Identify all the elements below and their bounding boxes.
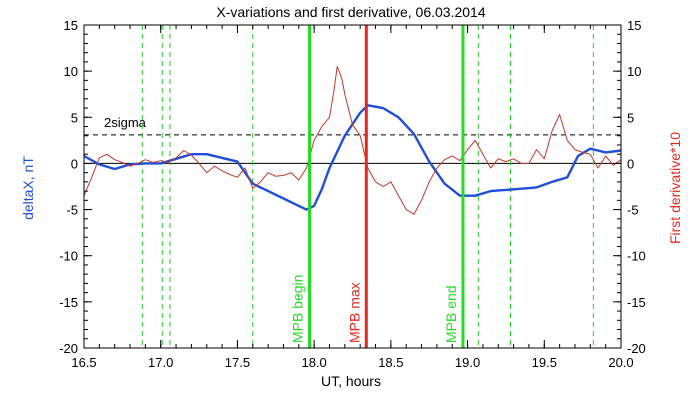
y-tick-label-right: -15 — [627, 295, 646, 310]
x-tick-label: 16.5 — [71, 355, 96, 370]
event-label-mpb-max: MPB max — [346, 282, 362, 343]
x-tick-label: 20.0 — [608, 355, 633, 370]
y-tick-label-left: -15 — [59, 295, 78, 310]
y-axis-label-right: First derivative*10 — [667, 132, 683, 244]
y-tick-label-left: 0 — [71, 156, 78, 171]
y-tick-label-left: 5 — [71, 110, 78, 125]
y-tick-label-left: 10 — [64, 64, 78, 79]
y-tick-label-left: -5 — [66, 203, 78, 218]
x-tick-label: 17.5 — [225, 355, 250, 370]
x-axis-label: UT, hours — [321, 373, 381, 389]
event-label-mpb-begin: MPB begin — [290, 275, 306, 343]
y-tick-label-right: 0 — [627, 156, 634, 171]
y-tick-label-right: 10 — [627, 64, 641, 79]
y-tick-label-right: 15 — [627, 18, 641, 33]
x-tick-label: 19.5 — [532, 355, 557, 370]
y-tick-label-right: -10 — [627, 249, 646, 264]
x-tick-label: 18.0 — [301, 355, 326, 370]
y-tick-label-right: -5 — [627, 203, 639, 218]
series-line-deltaX — [83, 104, 622, 211]
data-layer: 2sigma MPB begin MPB max MPB end — [83, 25, 622, 348]
x-tick-label: 18.5 — [378, 355, 403, 370]
y-axis-label-left: deltaX, nT — [20, 156, 36, 220]
x-tick-label: 17.0 — [148, 355, 173, 370]
y-tick-label-left: -10 — [59, 249, 78, 264]
y-tick-label-right: 5 — [627, 110, 634, 125]
series-line-derivative — [83, 66, 622, 215]
y-tick-label-right: -20 — [627, 341, 646, 356]
y-tick-label-left: 15 — [64, 18, 78, 33]
y-tick-label-left: -20 — [59, 341, 78, 356]
chart-title: X-variations and first derivative, 06.03… — [216, 4, 485, 20]
event-label-mpb-end: MPB end — [443, 285, 459, 343]
plot-frame — [83, 24, 622, 349]
x-tick-label: 19.0 — [455, 355, 480, 370]
sigma-label: 2sigma — [104, 115, 147, 130]
axes-layer: 16.5 17.0 17.5 18.0 18.5 19.0 19.5 20.0-20 -20-1… — [59, 18, 646, 370]
